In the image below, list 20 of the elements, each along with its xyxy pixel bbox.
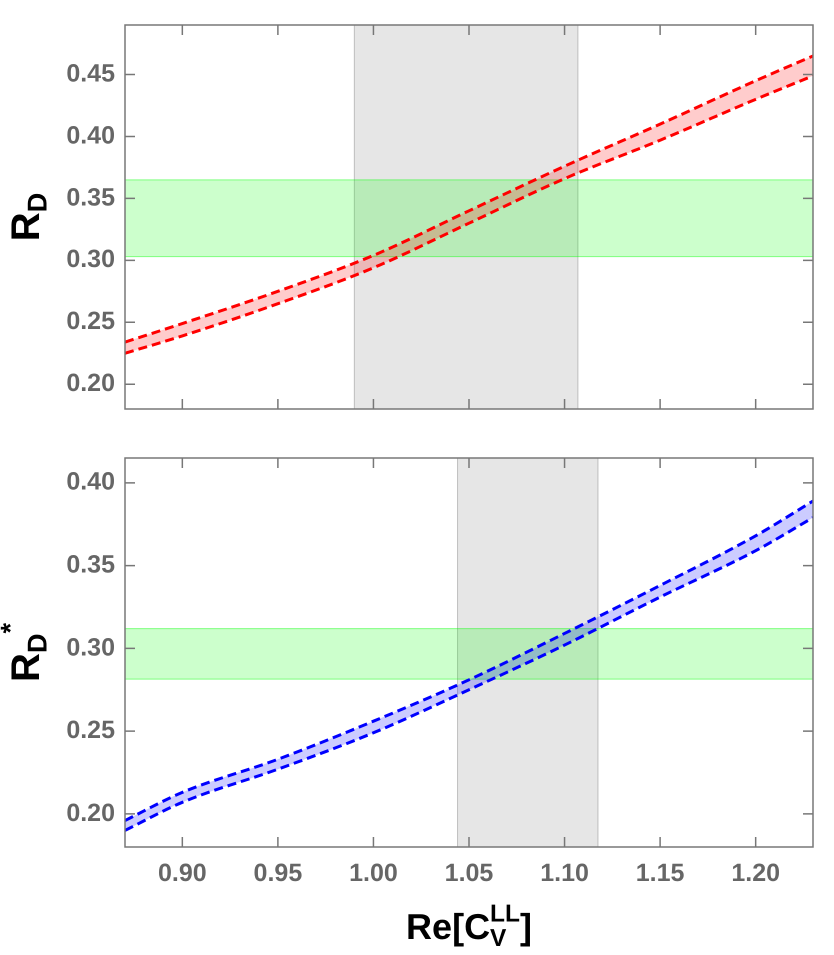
x-tick-label: 1.10 — [540, 858, 589, 887]
x-tick-label: 1.15 — [636, 858, 685, 887]
x-tick-label: 1.00 — [349, 858, 398, 887]
y-axis-title: RD* — [0, 622, 53, 682]
y-tick-label: 0.35 — [66, 183, 116, 212]
x-tick-label: 0.95 — [254, 858, 302, 887]
y-tick-label: 0.45 — [66, 59, 116, 88]
y-tick-label: 0.20 — [66, 369, 115, 398]
y-tick-label: 0.40 — [66, 468, 115, 496]
y-tick-label: 0.25 — [66, 716, 116, 744]
y-tick-label: 0.20 — [66, 798, 115, 827]
x-tick-label: 1.20 — [731, 858, 780, 887]
x-tick-label: 0.90 — [158, 858, 207, 887]
y-tick-label: 0.30 — [66, 633, 115, 662]
x-tick-label: 1.05 — [444, 858, 494, 887]
y-tick-label: 0.30 — [66, 245, 115, 274]
y-tick-label: 0.40 — [66, 121, 115, 150]
y-tick-label: 0.25 — [66, 307, 116, 336]
y-axis-title: RD — [4, 192, 53, 242]
y-tick-label: 0.35 — [66, 550, 116, 578]
